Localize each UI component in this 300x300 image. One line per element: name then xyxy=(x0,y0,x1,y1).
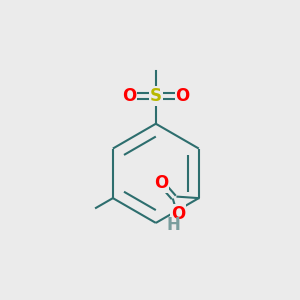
Text: O: O xyxy=(171,205,185,223)
Text: O: O xyxy=(122,87,136,105)
Text: O: O xyxy=(176,87,190,105)
Text: H: H xyxy=(166,216,180,234)
Text: O: O xyxy=(154,174,168,192)
Text: S: S xyxy=(150,87,162,105)
